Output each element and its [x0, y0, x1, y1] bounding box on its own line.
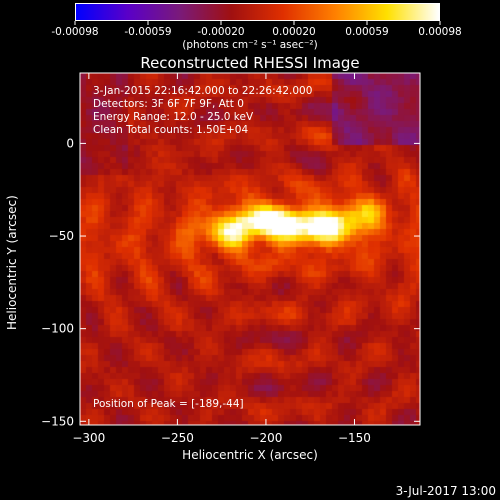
colorbar-tick-label: 0.00098 — [418, 26, 461, 38]
colorbar-unit-label: (photons cm⁻² s⁻¹ asec⁻²) — [182, 39, 318, 51]
info-time-range: 3-Jan-2015 22:16:42.000 to 22:26:42.000 — [93, 85, 313, 97]
colorbar-tick-label: 0.00059 — [345, 26, 388, 38]
colorbar-tick-label: -0.00020 — [197, 26, 244, 38]
colorbar — [75, 3, 440, 21]
peak-position-label: Position of Peak = [-189,-44] — [93, 398, 244, 410]
y-tick-label: −150 — [41, 414, 74, 428]
x-tick-label: −300 — [72, 431, 105, 445]
x-tick-label: −200 — [249, 431, 282, 445]
chart-title: Reconstructed RHESSI Image — [140, 54, 360, 72]
x-tick-label: −250 — [161, 431, 194, 445]
y-tick-label: −100 — [41, 322, 74, 336]
colorbar-tick-label: 0.00020 — [272, 26, 315, 38]
info-energy-range: Energy Range: 12.0 - 25.0 keV — [93, 111, 254, 123]
info-clean-counts: Clean Total counts: 1.50E+04 — [93, 124, 249, 136]
colorbar-tick-label: -0.00059 — [124, 26, 171, 38]
y-tick-label: −50 — [49, 229, 74, 243]
info-detectors: Detectors: 3F 6F 7F 9F, Att 0 — [93, 98, 244, 110]
y-tick-label: 0 — [66, 136, 74, 150]
x-axis-label: Heliocentric X (arcsec) — [182, 448, 318, 462]
y-axis-label: Heliocentric Y (arcsec) — [5, 195, 19, 330]
colorbar-tick-label: -0.00098 — [51, 26, 98, 38]
x-tick-label: −150 — [338, 431, 371, 445]
colorbar-axis: -0.00098 -0.00059 -0.00020 0.00020 0.00059 0.… — [51, 21, 462, 38]
footer-timestamp: 3-Jul-2017 13:00 — [395, 484, 496, 498]
